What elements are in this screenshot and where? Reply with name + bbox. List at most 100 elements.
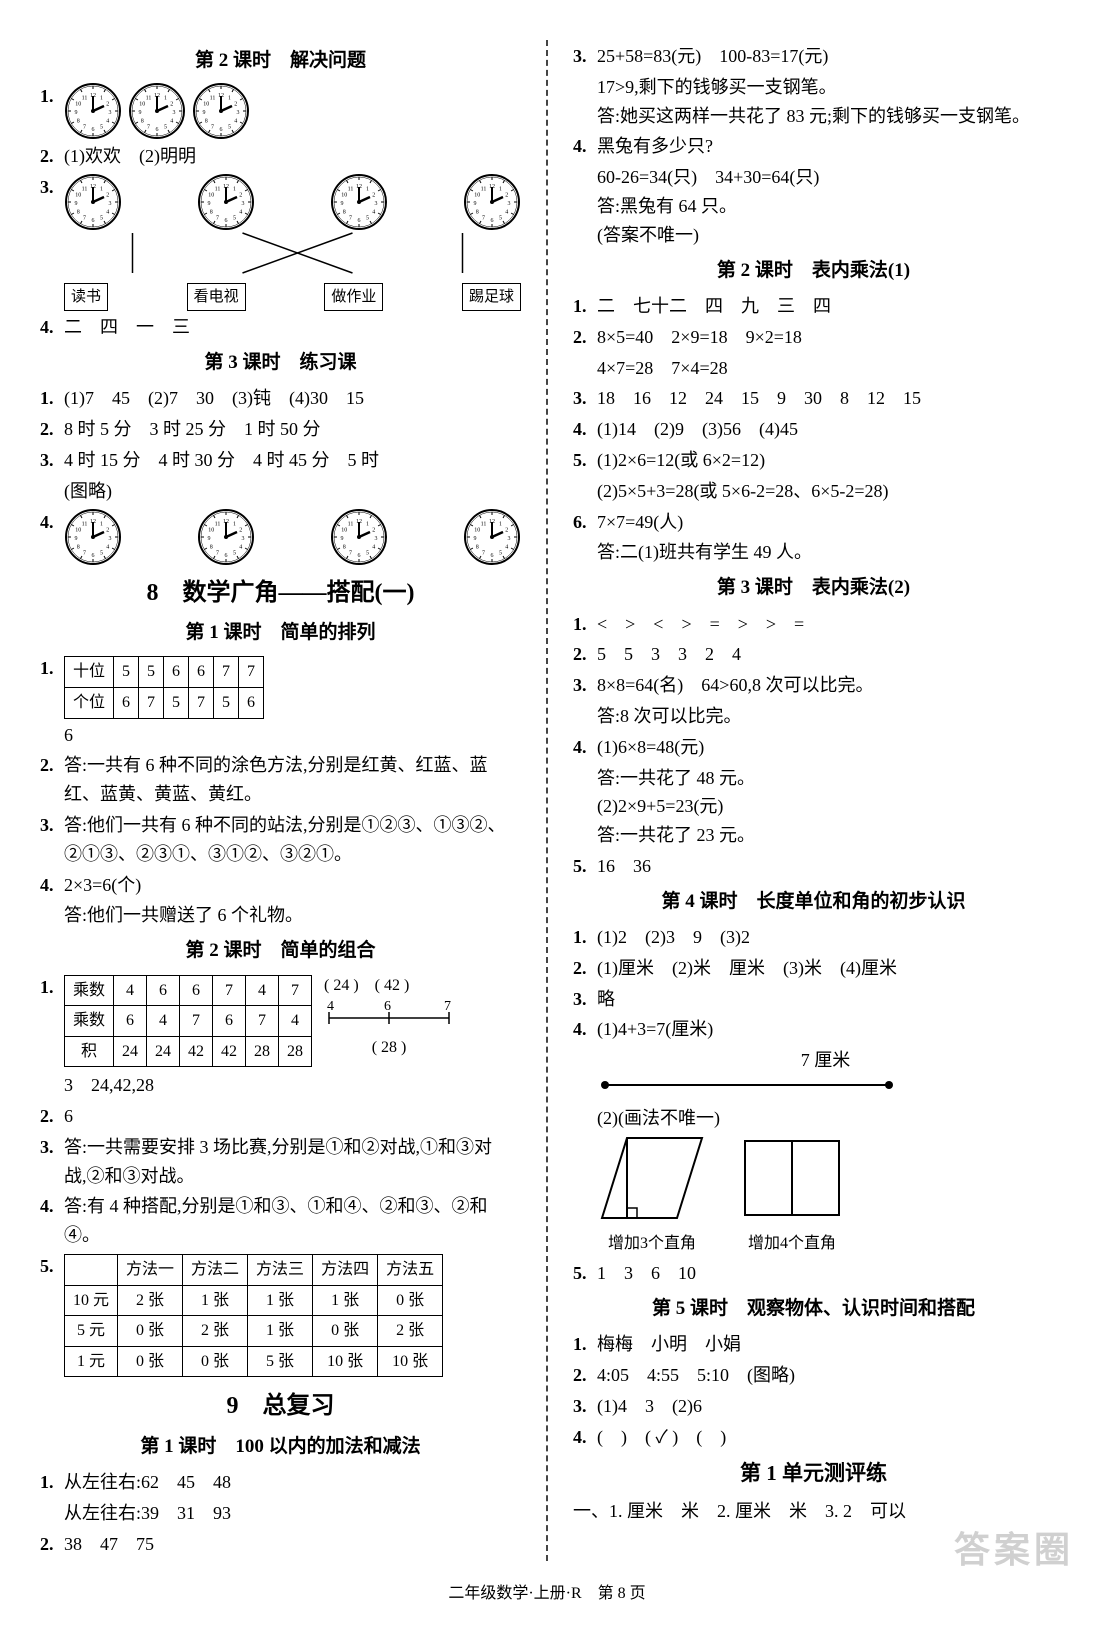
svg-text:6: 6 (92, 127, 95, 133)
svg-text:2: 2 (106, 102, 109, 108)
q-l1-4: 4. 二 四 一 三 (40, 313, 521, 342)
clock-icon: 121234567891011 (330, 173, 388, 231)
svg-text:3: 3 (242, 536, 245, 542)
svg-text:11: 11 (348, 521, 354, 527)
svg-text:10: 10 (208, 193, 214, 199)
q-l1-3: 3. 121234567891011 121234567891011 12123… (40, 173, 521, 311)
svg-text:1: 1 (499, 521, 502, 527)
svg-text:3: 3 (375, 201, 378, 207)
svg-text:4: 4 (505, 544, 508, 550)
svg-text:11: 11 (215, 186, 221, 192)
svg-text:6: 6 (491, 553, 494, 559)
svg-text:3: 3 (109, 201, 112, 207)
heading-l2: 第 3 课时 练习课 (40, 348, 521, 378)
svg-text:11: 11 (146, 96, 152, 102)
svg-text:2: 2 (505, 527, 508, 533)
svg-text:9: 9 (341, 201, 344, 207)
clock-icon: 121234567891011 (197, 508, 255, 566)
svg-text:11: 11 (82, 521, 88, 527)
svg-text:4: 4 (106, 119, 109, 125)
heading-r3: 第 4 课时 长度单位和角的初步认识 (573, 887, 1054, 917)
column-divider (546, 40, 548, 1561)
heading-l1: 第 2 课时 解决问题 (40, 46, 521, 76)
svg-text:9: 9 (208, 201, 211, 207)
svg-text:6: 6 (358, 553, 361, 559)
svg-text:3: 3 (375, 536, 378, 542)
svg-text:7: 7 (349, 550, 352, 556)
svg-text:9: 9 (208, 536, 211, 542)
svg-text:3: 3 (242, 201, 245, 207)
label-box: 读书 (64, 283, 108, 311)
svg-text:2: 2 (239, 193, 242, 199)
svg-text:2: 2 (372, 527, 375, 533)
svg-text:2: 2 (372, 193, 375, 199)
svg-text:1: 1 (233, 521, 236, 527)
svg-text:6: 6 (384, 999, 391, 1014)
svg-text:2: 2 (234, 102, 237, 108)
rectangle-icon (737, 1133, 847, 1223)
svg-text:6: 6 (491, 218, 494, 224)
svg-text:2: 2 (239, 527, 242, 533)
label-box: 踢足球 (462, 283, 521, 311)
svg-text:4: 4 (372, 210, 375, 216)
svg-text:3: 3 (173, 110, 176, 116)
svg-text:4: 4 (239, 210, 242, 216)
svg-text:2: 2 (170, 102, 173, 108)
unit8-heading: 8 数学广角——搭配(一) (40, 574, 521, 612)
svg-text:5: 5 (100, 550, 103, 556)
svg-text:5: 5 (233, 550, 236, 556)
svg-text:6: 6 (225, 553, 228, 559)
svg-text:4: 4 (234, 119, 237, 125)
svg-text:7: 7 (444, 999, 451, 1014)
svg-text:6: 6 (156, 127, 159, 133)
svg-text:4: 4 (106, 210, 109, 216)
svg-text:10: 10 (474, 527, 480, 533)
svg-text:5: 5 (228, 125, 231, 131)
svg-text:4: 4 (327, 999, 334, 1014)
q-l2-4: 4. 121234567891011 121234567891011 12123… (40, 508, 521, 566)
svg-text:11: 11 (481, 521, 487, 527)
svg-text:6: 6 (220, 127, 223, 133)
svg-text:7: 7 (211, 125, 214, 131)
parallelogram-icon (597, 1133, 707, 1223)
clock-icon: 121234567891011 (463, 173, 521, 231)
svg-text:7: 7 (83, 216, 86, 222)
q-l4-5: 5. 方法一方法二方法三方法四方法五10 元2 张1 张1 张1 张0 张5 元… (40, 1252, 521, 1379)
svg-text:7: 7 (83, 125, 86, 131)
svg-text:7: 7 (216, 550, 219, 556)
label-box: 看电视 (187, 283, 246, 311)
svg-text:9: 9 (75, 201, 78, 207)
svg-text:5: 5 (100, 216, 103, 222)
svg-text:3: 3 (508, 536, 511, 542)
svg-text:7: 7 (216, 216, 219, 222)
heading-l3: 第 1 课时 简单的排列 (40, 618, 521, 648)
svg-text:8: 8 (141, 119, 144, 125)
clock-icon: 121234567891011 (192, 82, 250, 140)
table-1: 十位556677个位675756 (64, 656, 264, 718)
q-l4-1: 1. 乘数466747乘数647674积242442422828 ( 24 ) … (40, 973, 521, 1070)
svg-text:5: 5 (233, 216, 236, 222)
svg-text:2: 2 (106, 193, 109, 199)
svg-text:10: 10 (203, 102, 209, 108)
svg-text:1: 1 (164, 96, 167, 102)
q-l1-2: 2. (1)欢欢 (2)明明 (40, 142, 521, 171)
svg-text:8: 8 (476, 544, 479, 550)
q-l3-1: 1. 十位556677个位675756 6 (40, 654, 521, 749)
svg-text:8: 8 (343, 544, 346, 550)
svg-text:11: 11 (82, 186, 88, 192)
svg-text:1: 1 (100, 521, 103, 527)
svg-text:8: 8 (77, 210, 80, 216)
svg-text:4: 4 (170, 119, 173, 125)
unit9-heading: 9 总复习 (40, 1387, 521, 1425)
table-3: 方法一方法二方法三方法四方法五10 元2 张1 张1 张1 张0 张5 元0 张… (64, 1254, 443, 1377)
number-line-diagram: ( 24 ) ( 42 ) 4 6 7 ( 28 ) (324, 973, 454, 1061)
svg-text:10: 10 (139, 102, 145, 108)
clock-icon: 121234567891011 (64, 82, 122, 140)
svg-text:10: 10 (75, 193, 81, 199)
svg-text:4: 4 (372, 544, 375, 550)
clock-icon: 121234567891011 (330, 508, 388, 566)
svg-text:8: 8 (210, 544, 213, 550)
svg-text:2: 2 (106, 527, 109, 533)
svg-text:8: 8 (205, 119, 208, 125)
svg-text:7: 7 (482, 550, 485, 556)
